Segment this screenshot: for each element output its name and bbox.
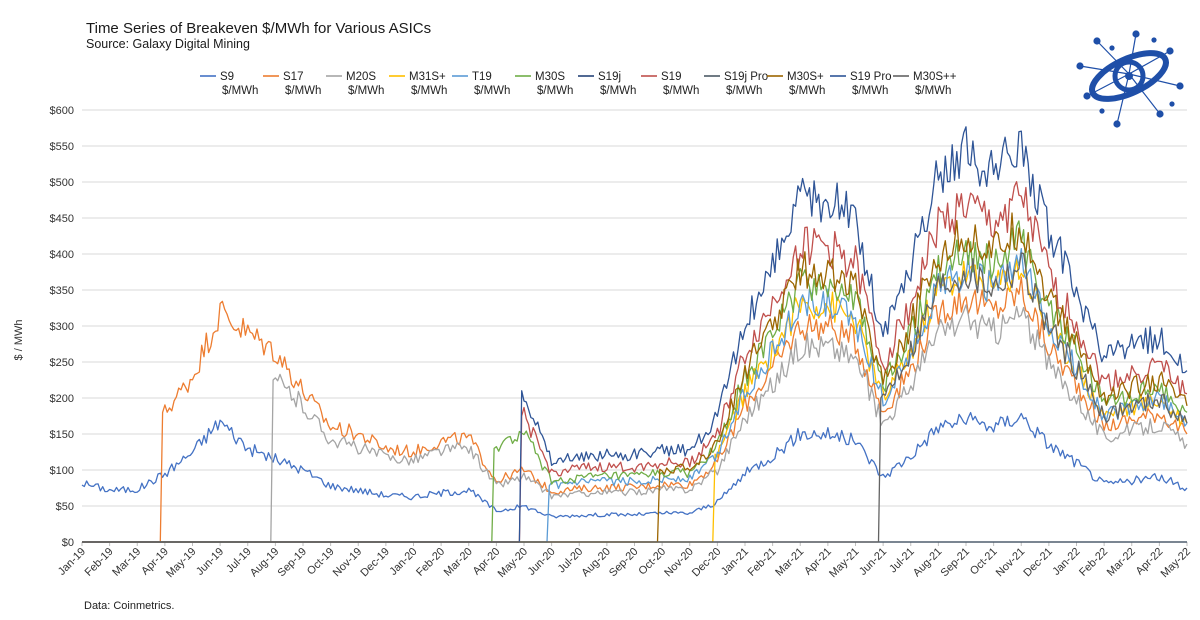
x-tick-label: Mar-19 (110, 546, 143, 579)
x-tick-label: Jun-19 (194, 546, 226, 578)
y-tick-label: $50 (56, 501, 74, 513)
y-tick-label: $400 (50, 249, 74, 261)
legend-label: M30S++ (913, 71, 957, 83)
x-tick-label: Jun-21 (857, 546, 889, 578)
x-tick-label: May-21 (827, 546, 861, 580)
x-tick-label: Nov-21 (994, 546, 1028, 580)
legend-label-unit: $/MWh (726, 85, 762, 97)
series-line-m30s-mwh (82, 220, 1188, 543)
x-tick-label: Mar-21 (773, 546, 806, 579)
legend-label-unit: $/MWh (915, 85, 951, 97)
legend-label: S9 (220, 71, 234, 83)
series-line-t19-mwh (82, 247, 1188, 543)
legend-label-unit: $/MWh (411, 85, 447, 97)
x-tick-label: May-22 (1159, 546, 1193, 580)
x-tick-label: Dec-19 (358, 546, 392, 580)
y-tick-label: $0 (62, 537, 74, 549)
legend-label-unit: $/MWh (600, 85, 636, 97)
y-tick-label: $600 (50, 105, 74, 117)
x-tick-label: Feb-20 (414, 546, 447, 579)
y-tick-label: $350 (50, 285, 74, 297)
legend-label: M20S (346, 71, 376, 83)
y-tick-label: $200 (50, 393, 74, 405)
x-tick-label: Nov-20 (662, 546, 696, 580)
legend: S9 $/MWh S17 $/MWh M20S $/MWh M31S+ $/MWh T19 $/M… (200, 71, 957, 97)
series-line-s9-mwh (81, 411, 1188, 519)
x-tick-label: Nov-19 (331, 546, 365, 580)
legend-label: S19j Pro (724, 71, 768, 83)
legend-label: M30S+ (787, 71, 824, 83)
x-tick-label: Aug-19 (248, 546, 282, 580)
x-tick-label: Jan-19 (56, 546, 88, 578)
y-axis-title: $ / MWh (13, 320, 25, 361)
y-tick-label: $450 (50, 213, 74, 225)
legend-label: S19 Pro (850, 71, 892, 83)
y-tick-label: $550 (50, 141, 74, 153)
x-tick-label: Mar-22 (1105, 546, 1138, 579)
y-tick-label: $500 (50, 177, 74, 189)
legend-label-unit: $/MWh (789, 85, 825, 97)
series-lines (81, 126, 1188, 543)
galaxy-logo-icon (1076, 30, 1184, 128)
x-tick-label: Dec-21 (1021, 546, 1055, 580)
data-source-note: Data: Coinmetrics. (84, 600, 175, 612)
y-axis-ticks: $0 $50 $100 $150 $200 $250 $300 $350 $400 $450 $50… (50, 105, 74, 549)
legend-label: S19j (598, 71, 621, 83)
x-tick-label: Jun-20 (525, 546, 557, 578)
x-tick-label: Aug-20 (579, 546, 613, 580)
y-tick-label: $300 (50, 321, 74, 333)
legend-label: M31S+ (409, 71, 446, 83)
series-line-s17-mwh (82, 276, 1188, 543)
y-tick-label: $100 (50, 465, 74, 477)
x-tick-label: Jan-21 (719, 546, 751, 578)
series-line-m30s-mwh (82, 212, 1188, 543)
legend-label-unit: $/MWh (852, 85, 888, 97)
y-tick-label: $250 (50, 357, 74, 369)
legend-label-unit: $/MWh (285, 85, 321, 97)
x-tick-label: Jan-20 (387, 546, 419, 578)
y-tick-label: $150 (50, 429, 74, 441)
legend-label-unit: $/MWh (474, 85, 510, 97)
chart-subtitle: Source: Galaxy Digital Mining (86, 37, 250, 51)
x-tick-label: Sep-19 (276, 546, 310, 580)
series-line-m31s-mwh (82, 258, 1188, 543)
legend-label-unit: $/MWh (222, 85, 258, 97)
x-tick-label: Dec-20 (690, 546, 724, 580)
x-tick-label: Sep-20 (607, 546, 641, 580)
x-tick-label: Aug-21 (911, 546, 945, 580)
series-line-s19-pro-mwh (82, 126, 1188, 543)
x-tick-label: Feb-22 (1077, 546, 1110, 579)
chart-title: Time Series of Breakeven $/MWh for Vario… (86, 20, 432, 37)
x-tick-label: Mar-20 (442, 546, 475, 579)
legend-label: S19 (661, 71, 681, 83)
x-tick-label: Feb-19 (83, 546, 116, 579)
series-line-m30s-mwh (82, 252, 1188, 543)
legend-label: M30S (535, 71, 565, 83)
x-tick-label: Feb-21 (746, 546, 779, 579)
x-tick-label: Sep-21 (939, 546, 973, 580)
x-tick-label: Jan-22 (1050, 546, 1082, 578)
legend-label-unit: $/MWh (348, 85, 384, 97)
legend-label-unit: $/MWh (663, 85, 699, 97)
legend-label: S17 (283, 71, 303, 83)
x-axis-ticks: Jan-19Feb-19Mar-19Apr-19May-19Jun-19Jul-… (56, 542, 1193, 580)
x-tick-label: May-19 (164, 546, 198, 580)
x-tick-label: May-20 (496, 546, 530, 580)
legend-label-unit: $/MWh (537, 85, 573, 97)
legend-label: T19 (472, 71, 492, 83)
